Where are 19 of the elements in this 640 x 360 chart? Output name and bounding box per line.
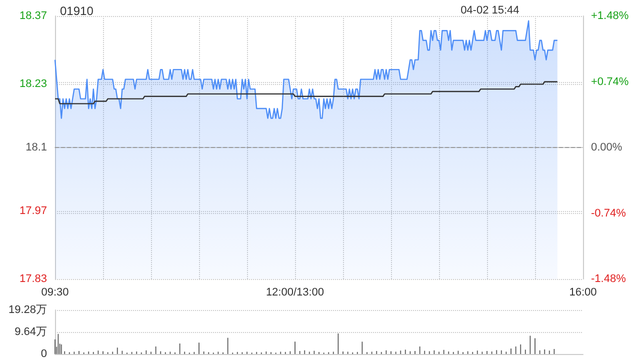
- y-tick-label: 17.83: [19, 273, 47, 285]
- y2-tick-label: +0.74%: [591, 76, 629, 88]
- y2-tick-label: 0.00%: [591, 142, 622, 154]
- line-series: [54, 81, 558, 104]
- y-tick-label: 18.1: [26, 142, 47, 154]
- y2-tick-label: +1.48%: [591, 10, 629, 22]
- chart-subtitle: 04-02 15:44: [460, 4, 520, 16]
- chart-title: 01910: [60, 4, 94, 18]
- x-tick-label: 09:30: [41, 286, 69, 298]
- y2-tick-label: -1.48%: [591, 273, 626, 285]
- y-tick-label: 19.28万: [8, 304, 47, 316]
- y2-tick-label: -0.74%: [591, 207, 626, 220]
- y-tick-label: 18.23: [19, 78, 47, 90]
- x-tick-label: 12:00/13:00: [266, 286, 324, 298]
- y-tick-label: 17.97: [19, 204, 47, 217]
- y-tick-label: 9.64万: [14, 326, 47, 338]
- y-tick-label: 18.37: [19, 10, 47, 22]
- x-tick-label: 16:00: [569, 286, 597, 298]
- y-tick-label: 0: [40, 348, 47, 360]
